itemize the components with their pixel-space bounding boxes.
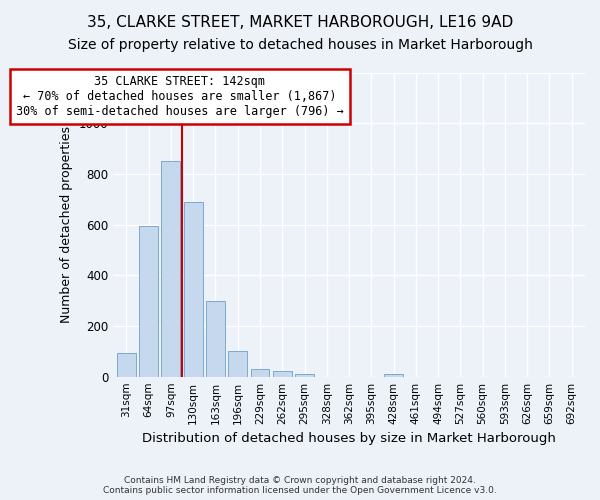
Bar [206, 300, 225, 376]
Text: 35, CLARKE STREET, MARKET HARBOROUGH, LE16 9AD: 35, CLARKE STREET, MARKET HARBOROUGH, LE… [87, 15, 513, 30]
X-axis label: Distribution of detached houses by size in Market Harborough: Distribution of detached houses by size … [142, 432, 556, 445]
Text: 35 CLARKE STREET: 142sqm
← 70% of detached houses are smaller (1,867)
30% of sem: 35 CLARKE STREET: 142sqm ← 70% of detach… [16, 75, 344, 118]
Bar [251, 369, 269, 376]
Text: Contains HM Land Registry data © Crown copyright and database right 2024.
Contai: Contains HM Land Registry data © Crown c… [103, 476, 497, 495]
Bar [273, 371, 292, 376]
Bar [139, 226, 158, 376]
Y-axis label: Number of detached properties: Number of detached properties [60, 126, 73, 323]
Bar [184, 202, 203, 376]
Bar [228, 352, 247, 376]
Text: Size of property relative to detached houses in Market Harborough: Size of property relative to detached ho… [68, 38, 532, 52]
Bar [161, 161, 181, 376]
Bar [295, 374, 314, 376]
Bar [384, 374, 403, 376]
Bar [117, 352, 136, 376]
